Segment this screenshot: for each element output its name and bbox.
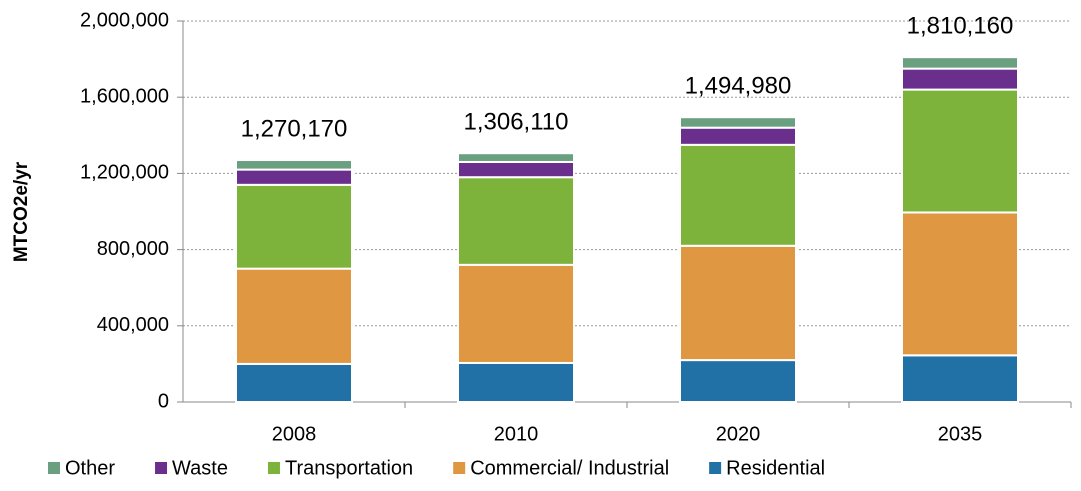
legend-label: Waste	[172, 457, 228, 479]
bar-segment	[235, 168, 353, 186]
total-label: 1,810,160	[907, 13, 1014, 40]
bar-segment	[235, 159, 353, 171]
bar-segment	[235, 183, 353, 270]
legend-label: Commercial/ Industrial	[470, 457, 669, 479]
legend-label: Other	[65, 457, 115, 479]
legend-label: Residential	[726, 457, 825, 479]
y-axis-label: MTCO2e/yr	[11, 161, 32, 262]
legend-swatch	[709, 462, 722, 474]
bar-segment	[235, 267, 353, 365]
bar-segment	[901, 88, 1019, 214]
y-tick-label: 800,000	[97, 238, 169, 260]
bar-segment	[235, 362, 353, 403]
total-label: 1,306,110	[464, 109, 569, 136]
y-tick-label: 1,200,000	[80, 162, 169, 184]
legend-label: Transportation	[285, 457, 413, 479]
bar-segment	[679, 244, 797, 362]
bar-segment	[457, 152, 575, 163]
bar-segment	[901, 211, 1019, 357]
x-tick-label: 2035	[938, 423, 983, 445]
legend-swatch	[155, 462, 168, 474]
x-tick-label: 2010	[494, 423, 539, 445]
y-tick-label: 2,000,000	[80, 9, 169, 31]
bar-segment	[457, 176, 575, 266]
bar-segment	[457, 160, 575, 179]
bar-segment	[457, 361, 575, 404]
bar-segment	[901, 56, 1019, 70]
y-tick-label: 400,000	[97, 314, 169, 336]
legend-swatch	[453, 462, 466, 474]
y-tick-label: 1,600,000	[80, 85, 169, 107]
bar-segment	[457, 263, 575, 364]
bar-segment	[679, 359, 797, 403]
x-tick-label: 2008	[272, 423, 317, 445]
legend-swatch	[267, 462, 280, 474]
x-tick-label: 2020	[716, 423, 761, 445]
legend-swatch	[48, 462, 60, 474]
bar-segment	[679, 116, 797, 129]
bar-segment	[901, 354, 1019, 404]
bar-segment	[901, 67, 1019, 91]
total-label: 1,494,980	[685, 73, 792, 100]
total-label: 1,270,170	[241, 115, 348, 142]
bar-segment	[679, 143, 797, 247]
bar-segment	[679, 126, 797, 146]
y-tick-label: 0	[158, 390, 169, 412]
